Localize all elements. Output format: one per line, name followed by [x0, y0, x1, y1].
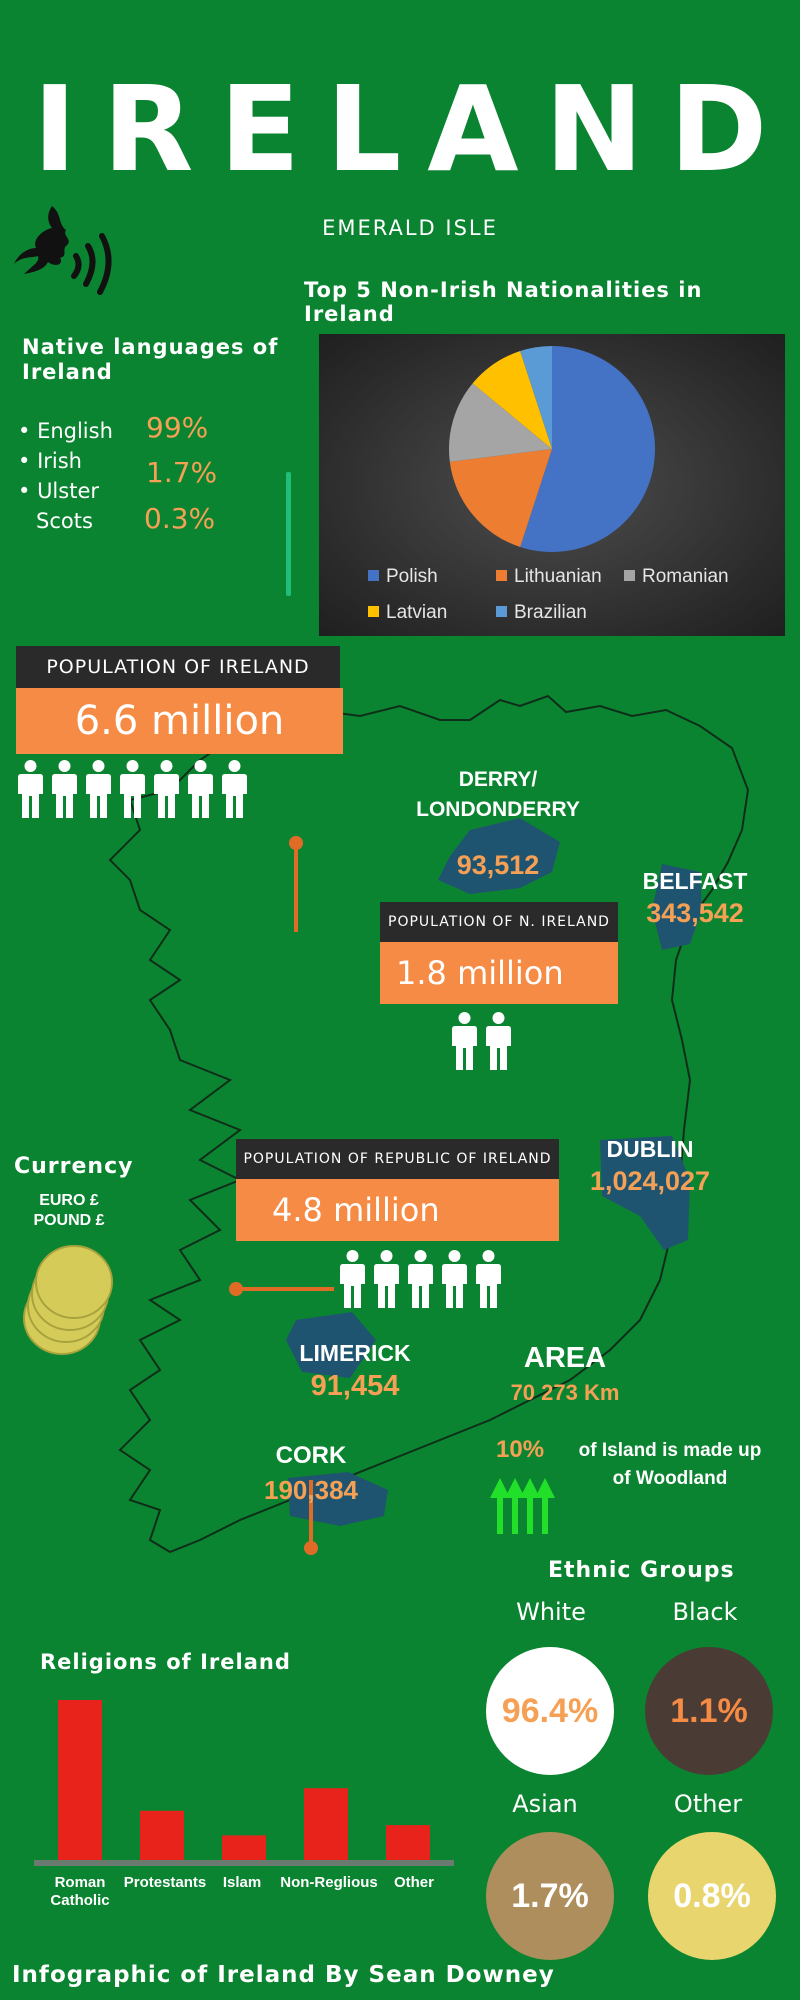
ethnic-other-circle: 0.8%: [648, 1832, 776, 1960]
religion-label-roman-catholic: Roman Catholic: [50, 1874, 110, 1909]
city-limerick-pop: 91,454: [310, 1370, 400, 1402]
limerick-region: [286, 1312, 376, 1378]
person-icon: [86, 760, 111, 818]
belfast-region: [652, 864, 702, 950]
pie-slice-lithuanian: [449, 449, 552, 547]
person-icon: [52, 760, 77, 818]
currency-line-1: EURO £: [39, 1192, 99, 1209]
city-belfast-name: BELFAST: [642, 868, 748, 894]
ethnic-other-label: Other: [673, 1790, 743, 1818]
religion-chart-axis: [34, 1860, 454, 1866]
person-icon: [452, 1012, 477, 1070]
population-ireland-value: 6.6 million: [16, 688, 343, 754]
city-derry-pop: 93,512: [456, 850, 540, 880]
religions-bar-chart: [34, 1700, 454, 1866]
speaking-head-icon: [14, 206, 112, 295]
religion-bar-1: [140, 1810, 184, 1860]
religion-label-other: Other: [393, 1874, 434, 1891]
legend-latvian: Latvian: [368, 602, 447, 624]
person-icon: [188, 760, 213, 818]
languages-title: Native languages of Ireland: [22, 335, 279, 384]
coin-stack-icon: [23, 1245, 113, 1355]
language-item-ulster-scots-line2: Scots: [36, 509, 93, 533]
divider-bar: [286, 472, 291, 596]
footer-credit: Infographic of Ireland By Sean Downey: [12, 1962, 555, 1988]
area-title: AREA: [523, 1342, 607, 1374]
language-item-english: • English: [18, 419, 113, 443]
legend-polish: Polish: [368, 566, 438, 588]
religion-label-islam: Islam: [222, 1874, 262, 1891]
person-icon: [340, 1250, 365, 1308]
population-ireland-label: POPULATION OF IRELAND: [16, 646, 340, 688]
city-derry-name-1: DERRY/: [458, 768, 538, 791]
ethnic-title: Ethnic Groups: [548, 1558, 735, 1583]
area-value: 70 273 Km: [510, 1380, 620, 1405]
language-item-ulster-scots: • Ulster: [18, 479, 99, 503]
person-icon: [222, 760, 247, 818]
language-item-irish: • Irish: [18, 449, 82, 473]
person-icon: [442, 1250, 467, 1308]
population-roi-value: 4.8 million: [236, 1179, 559, 1241]
pie-chart-panel: Polish Lithuanian Romanian Latvian Brazi…: [319, 334, 785, 636]
pie-chart-title: Top 5 Non-Irish Nationalities in Ireland: [304, 278, 703, 326]
ethnic-asian-label: Asian: [512, 1790, 578, 1818]
population-ni-label: POPULATION OF N. IRELAND: [380, 902, 618, 942]
city-dublin-pop: 1,024,027: [589, 1166, 711, 1196]
pie-slice-latvian: [472, 351, 552, 449]
population-ni-value: 1.8 million: [380, 942, 618, 1004]
population-roi-label: POPULATION OF REPUBLIC OF IRELAND: [236, 1139, 559, 1179]
legend-romanian: Romanian: [624, 566, 729, 588]
page-title: IRELAND: [32, 60, 794, 198]
dublin-region: [600, 1136, 690, 1250]
pie-slice-romanian: [449, 383, 552, 462]
city-cork-name: CORK: [275, 1442, 347, 1469]
person-icon: [374, 1250, 399, 1308]
people-row-ni: [452, 1012, 520, 1074]
currency-line-2: POUND £: [33, 1212, 105, 1229]
language-pct-ulster-scots: 0.3%: [144, 502, 216, 535]
derry-region: [438, 818, 560, 894]
religion-bar-4: [386, 1825, 430, 1860]
legend-lithuanian: Lithuanian: [496, 566, 602, 588]
religion-bar-3: [304, 1788, 348, 1860]
city-cork-pop: 190,384: [264, 1475, 358, 1505]
city-limerick-name: LIMERICK: [299, 1340, 411, 1366]
people-row-ireland: [18, 760, 256, 822]
person-icon: [18, 760, 43, 818]
city-derry-name-2: LONDONDERRY: [416, 798, 580, 821]
person-icon: [486, 1012, 511, 1070]
pie-chart: [449, 346, 655, 552]
religion-label-protestants: Protestants: [123, 1874, 207, 1891]
ethnic-asian-circle: 1.7%: [486, 1832, 614, 1960]
ethnic-black-circle: 1.1%: [645, 1647, 773, 1775]
ethnic-black-label: Black: [672, 1598, 738, 1626]
page-subtitle: EMERALD ISLE: [322, 216, 498, 240]
legend-brazilian: Brazilian: [496, 602, 587, 624]
city-belfast-pop: 343,542: [646, 898, 744, 928]
woodland-pct: 10%: [496, 1436, 545, 1463]
language-pct-irish: 1.7%: [146, 456, 218, 489]
city-dublin-name: DUBLIN: [606, 1136, 694, 1162]
ethnic-white-label: White: [516, 1598, 586, 1626]
pie-slice-brazilian: [520, 346, 552, 449]
ethnic-white-circle: 96.4%: [486, 1647, 614, 1775]
language-pct-english: 99%: [146, 411, 209, 444]
religion-bar-0: [58, 1700, 102, 1860]
religion-bar-2: [222, 1835, 266, 1860]
tree-icon: [490, 1478, 555, 1534]
woodland-line-1: of Island is made up: [578, 1440, 762, 1461]
woodland-line-2: of Woodland: [612, 1468, 728, 1489]
religions-title: Religions of Ireland: [40, 1650, 291, 1674]
person-icon: [154, 760, 179, 818]
person-icon: [120, 760, 145, 818]
religion-label-non-religious: Non-Reglious: [280, 1874, 378, 1891]
currency-title: Currency: [14, 1154, 134, 1179]
person-icon: [408, 1250, 433, 1308]
person-icon: [476, 1250, 501, 1308]
people-row-roi: [340, 1250, 510, 1312]
pie-slice-polish: [520, 346, 655, 552]
